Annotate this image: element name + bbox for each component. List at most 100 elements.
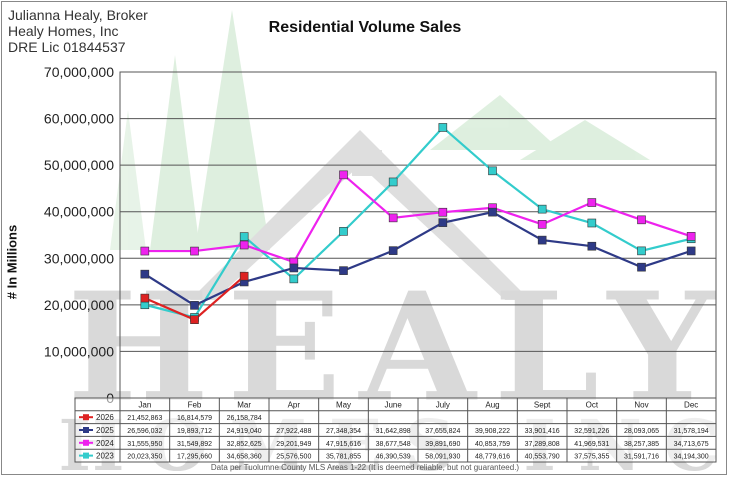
- data-label: 58,091,930: [425, 454, 460, 461]
- company-name: Healy Homes, Inc: [8, 23, 119, 39]
- legend-label-2023: 2023: [96, 452, 114, 461]
- x-tick-label: Aug: [485, 400, 499, 409]
- license-number: DRE Lic 01844537: [8, 39, 126, 55]
- point-2025: [388, 246, 398, 255]
- data-label: 37,575,355: [574, 454, 609, 461]
- point-2026: [140, 293, 150, 303]
- data-label: 40,553,790: [525, 454, 560, 461]
- point-2025: [637, 262, 646, 272]
- data-label: 40,853,759: [475, 441, 510, 448]
- x-tick-label: Apr: [288, 400, 301, 409]
- x-tick-label: Jan: [138, 400, 151, 409]
- data-label: 31,578,194: [674, 428, 709, 435]
- point-2023: [637, 246, 646, 256]
- point-2025: [587, 241, 597, 251]
- point-2023: [537, 204, 547, 214]
- legend-label-2026: 2026: [96, 413, 114, 422]
- legend-label-2024: 2024: [96, 439, 114, 448]
- data-label: 38,677,548: [376, 441, 411, 448]
- point-2024: [388, 213, 398, 223]
- data-label: 32,591,226: [574, 428, 609, 435]
- data-label: 25,576,500: [276, 454, 311, 461]
- point-2023: [587, 218, 597, 228]
- point-2023: [239, 232, 249, 241]
- data-label: 24,919,040: [227, 428, 262, 435]
- point-2023: [289, 274, 299, 284]
- y-tick-label: 60,000,000: [44, 111, 114, 127]
- data-label: 39,908,222: [475, 428, 510, 435]
- y-tick-label: 70,000,000: [44, 64, 114, 80]
- point-2024: [339, 170, 348, 180]
- x-tick-label: Dec: [684, 400, 698, 409]
- x-tick-label: May: [336, 400, 351, 409]
- data-label: 17,295,660: [177, 454, 212, 461]
- point-2024: [438, 207, 448, 217]
- point-2024: [686, 232, 696, 241]
- data-label: 29,201,949: [276, 441, 311, 448]
- broker-name: Julianna Healy, Broker: [8, 7, 148, 23]
- point-2024: [140, 246, 150, 256]
- y-axis-label: # In Millions: [4, 224, 20, 300]
- point-2025: [190, 301, 199, 310]
- series-line-2023: [144, 125, 692, 319]
- data-label: 34,658,360: [227, 454, 262, 461]
- y-tick-label: 30,000,000: [44, 250, 114, 266]
- data-label: 33,901,416: [525, 428, 560, 435]
- data-label: 20,023,350: [127, 454, 162, 461]
- data-label: 26,158,784: [227, 415, 262, 422]
- point-2023: [388, 177, 398, 187]
- data-label: 26,596,032: [127, 428, 162, 435]
- data-label: 28,093,065: [624, 428, 659, 435]
- series-line-2024: [144, 173, 692, 264]
- data-label: 31,591,716: [624, 454, 659, 461]
- data-label: 27,922,488: [276, 428, 311, 435]
- point-2026: [239, 271, 249, 281]
- data-label: 35,781,855: [326, 454, 361, 461]
- x-tick-label: Nov: [634, 400, 648, 409]
- legend-marker-2023: [83, 452, 89, 459]
- point-2024: [587, 198, 597, 207]
- footnote: Data per Tuolumne County MLS Areas 1-22 …: [210, 463, 520, 472]
- point-2023: [339, 227, 348, 236]
- point-2023: [438, 123, 448, 132]
- data-label: 19,893,712: [177, 428, 212, 435]
- y-tick-label: 50,000,000: [44, 157, 114, 173]
- data-table: Jan Feb Mar Apr May June July Aug Sept Oct Nov Dec 2…: [74, 397, 717, 463]
- x-tick-label: July: [436, 400, 450, 409]
- legend-marker-2025: [83, 427, 89, 433]
- point-2025: [488, 207, 497, 217]
- data-label: 21,452,863: [127, 415, 162, 422]
- data-label: 41,969,531: [574, 441, 609, 448]
- data-label: 27,348,354: [326, 428, 361, 435]
- data-label: 31,555,950: [127, 441, 162, 448]
- data-label: 31,642,898: [376, 428, 411, 435]
- chart-title: Residential Volume Sales: [268, 19, 462, 36]
- y-axis-tick-labels: 010,000,00020,000,00030,000,00040,000,00…: [44, 64, 114, 406]
- data-label: 39,891,690: [425, 441, 460, 448]
- point-2025: [537, 235, 547, 245]
- data-label: 37,289,808: [525, 441, 560, 448]
- legend-marker-2024: [83, 439, 89, 446]
- data-label: 38,257,385: [624, 441, 659, 448]
- legend-label-2025: 2025: [96, 426, 114, 435]
- table-border: [74, 397, 717, 463]
- point-2025: [339, 266, 348, 275]
- point-2024: [537, 220, 547, 229]
- legend-marker-2026: [83, 414, 89, 421]
- point-2025: [289, 263, 299, 273]
- data-label: 32,852,625: [227, 441, 262, 448]
- data-label: 34,713,675: [674, 441, 709, 448]
- y-tick-label: 10,000,000: [44, 343, 114, 359]
- data-label: 48,779,616: [475, 454, 510, 461]
- data-label: 47,915,616: [326, 441, 361, 448]
- y-tick-label: 20,000,000: [44, 297, 114, 313]
- point-2024: [239, 240, 249, 250]
- x-tick-label: Mar: [237, 400, 251, 409]
- data-label: 16,814,579: [177, 415, 212, 422]
- x-tick-label: Sept: [534, 400, 551, 409]
- x-tick-label: June: [384, 400, 402, 409]
- point-2023: [488, 166, 497, 176]
- point-2024: [190, 246, 199, 256]
